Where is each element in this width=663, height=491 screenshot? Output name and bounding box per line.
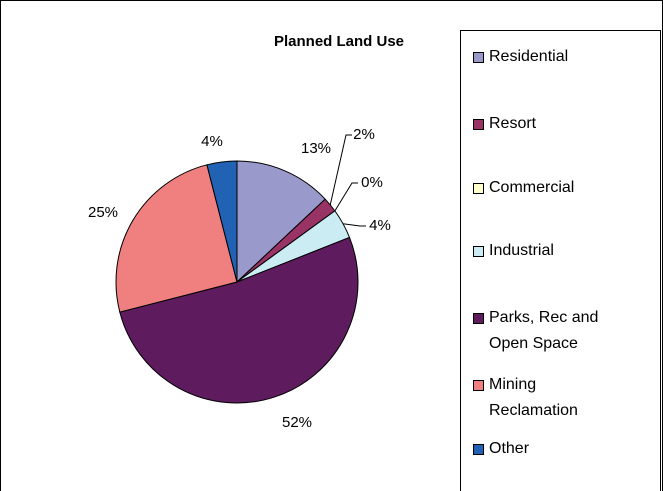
data-label: 52% bbox=[282, 414, 312, 431]
chart-title: Planned Land Use bbox=[274, 33, 404, 50]
legend-swatch bbox=[473, 444, 484, 455]
legend-label: Resort bbox=[489, 115, 537, 132]
pie-slice bbox=[115, 164, 238, 313]
data-label: 13% bbox=[301, 140, 331, 157]
legend-label: Residential bbox=[489, 48, 569, 65]
legend-label: Parks, Rec and Open Space bbox=[489, 309, 599, 352]
pie-slice bbox=[206, 160, 238, 283]
legend-item: Industrial bbox=[473, 238, 629, 264]
pie-slice bbox=[236, 160, 326, 284]
legend-item: Other bbox=[473, 436, 629, 462]
legend-swatch bbox=[473, 183, 484, 194]
legend-swatch bbox=[473, 119, 484, 130]
legend-label: Industrial bbox=[489, 242, 554, 259]
legend-swatch bbox=[473, 380, 484, 391]
data-label: 4% bbox=[369, 217, 391, 234]
legend-swatch bbox=[473, 52, 484, 63]
legend-item: Mining Reclamation bbox=[473, 372, 629, 424]
legend-label: Mining Reclamation bbox=[489, 376, 578, 419]
legend-label: Other bbox=[489, 440, 530, 457]
leader-line bbox=[329, 134, 352, 205]
legend-item: Commercial bbox=[473, 175, 629, 201]
legend-swatch bbox=[473, 313, 484, 324]
data-label: 4% bbox=[201, 133, 223, 150]
legend-item: Parks, Rec and Open Space bbox=[473, 305, 629, 357]
legend-label: Commercial bbox=[489, 179, 575, 196]
legend-swatch bbox=[473, 246, 484, 257]
legend-item: Resort bbox=[473, 111, 629, 137]
data-label: 0% bbox=[361, 174, 383, 191]
data-label: 2% bbox=[353, 126, 375, 143]
legend: Residential Resort Commercial Industrial Par… bbox=[460, 30, 661, 491]
leader-line bbox=[342, 223, 366, 227]
data-label: 25% bbox=[88, 204, 118, 221]
pie-slice bbox=[119, 236, 359, 404]
leader-line bbox=[334, 182, 358, 212]
legend-item: Residential bbox=[473, 44, 629, 70]
